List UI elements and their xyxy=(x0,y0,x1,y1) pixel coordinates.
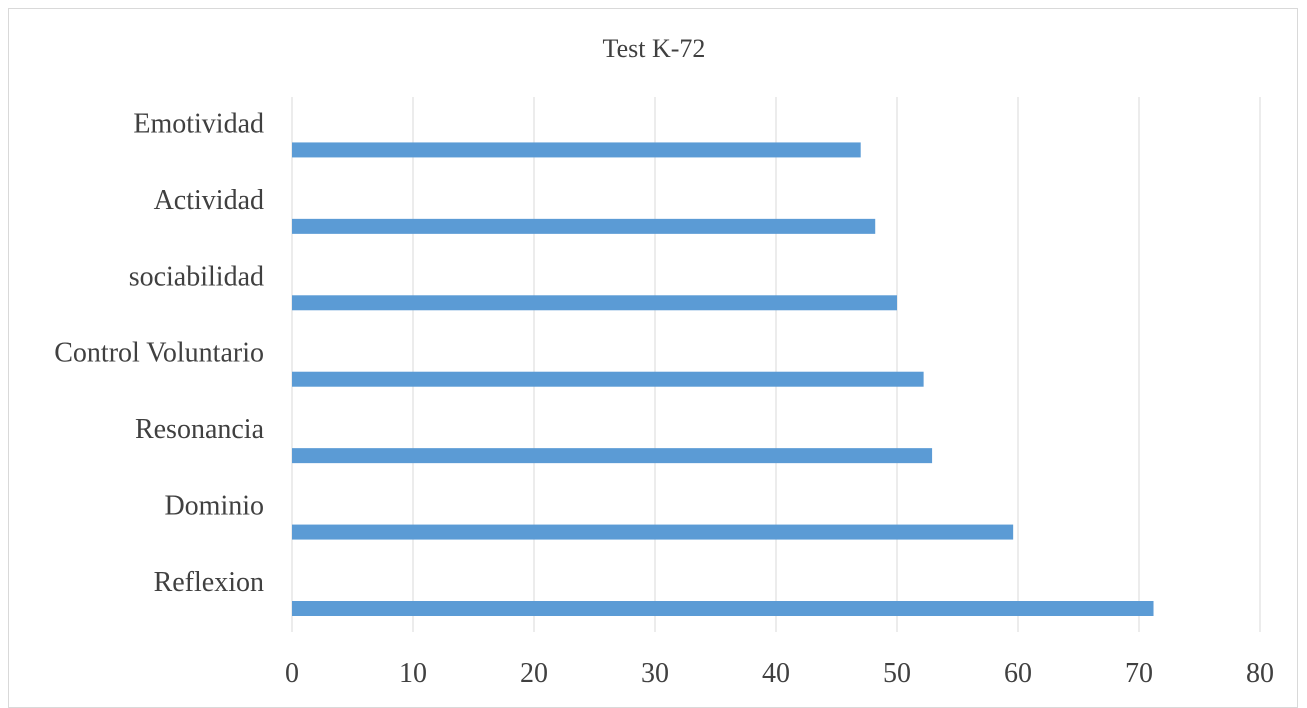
x-tick-label: 10 xyxy=(399,658,427,689)
x-tick-labels: 0 10 20 30 40 50 60 70 80 xyxy=(285,658,1274,689)
category-label: Emotividad xyxy=(133,108,264,139)
x-tick-label: 20 xyxy=(520,658,548,689)
bar xyxy=(292,524,1014,540)
category-label: Actividad xyxy=(154,185,264,216)
chart-title: Test K-72 xyxy=(603,34,706,63)
bars xyxy=(292,142,1154,616)
category-label: Control Voluntario xyxy=(54,338,264,369)
category-labels: Reflexion Dominio Resonancia Control Volunt… xyxy=(54,108,264,598)
x-tick-label: 50 xyxy=(883,658,911,689)
bar xyxy=(292,371,924,387)
bar xyxy=(292,142,861,158)
x-tick-label: 40 xyxy=(762,658,790,689)
x-tick-label: 80 xyxy=(1246,658,1274,689)
chart-frame xyxy=(8,8,1298,708)
x-tick-label: 0 xyxy=(285,658,299,689)
category-label: Dominio xyxy=(164,491,264,522)
x-tick-label: 30 xyxy=(641,658,669,689)
bar xyxy=(292,295,897,311)
x-tick-label: 60 xyxy=(1004,658,1032,689)
bar xyxy=(292,448,933,464)
gridlines xyxy=(291,97,1261,632)
bar xyxy=(292,601,1154,616)
category-label: Resonancia xyxy=(135,414,265,445)
category-label: Reflexion xyxy=(154,567,264,598)
x-tick-label: 70 xyxy=(1125,658,1153,689)
category-label: sociabilidad xyxy=(129,261,264,292)
bar xyxy=(292,218,876,234)
